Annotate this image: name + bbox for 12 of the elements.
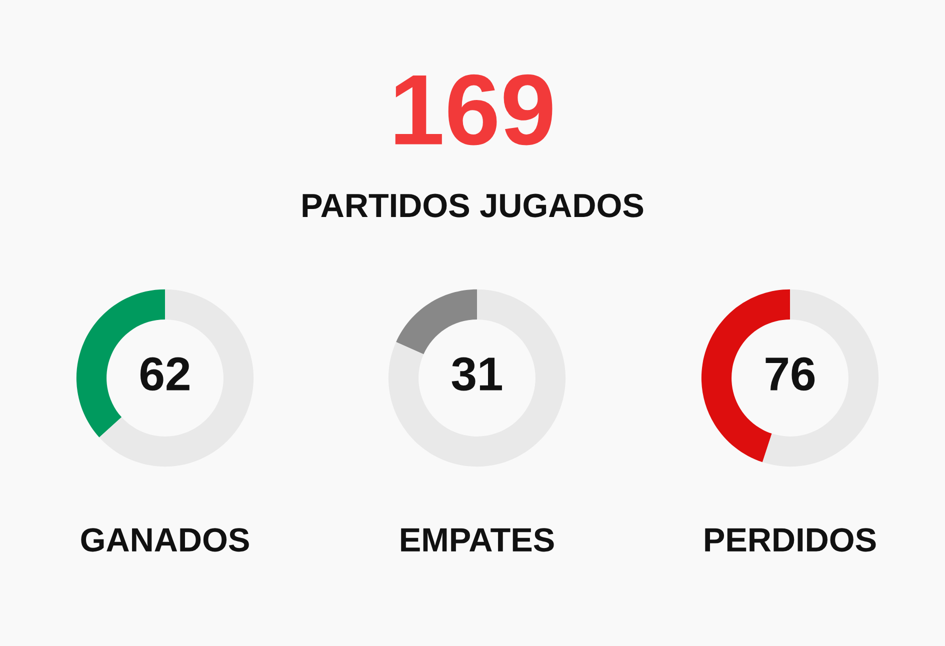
donut-slice (388, 289, 566, 467)
donut-slice (396, 289, 477, 354)
data-label: 62 (140, 357, 190, 391)
text: PARTIDOS JUGADOS (302, 194, 644, 218)
text: EMPATES (401, 528, 554, 552)
text: GANADOS (81, 528, 249, 552)
data-label: 76 (766, 357, 815, 391)
data-label: 31 (452, 357, 502, 391)
text: 169 (395, 74, 552, 146)
text: PERDIDOS (705, 528, 876, 552)
donut-slice (99, 289, 254, 467)
donut-slice (762, 289, 879, 467)
